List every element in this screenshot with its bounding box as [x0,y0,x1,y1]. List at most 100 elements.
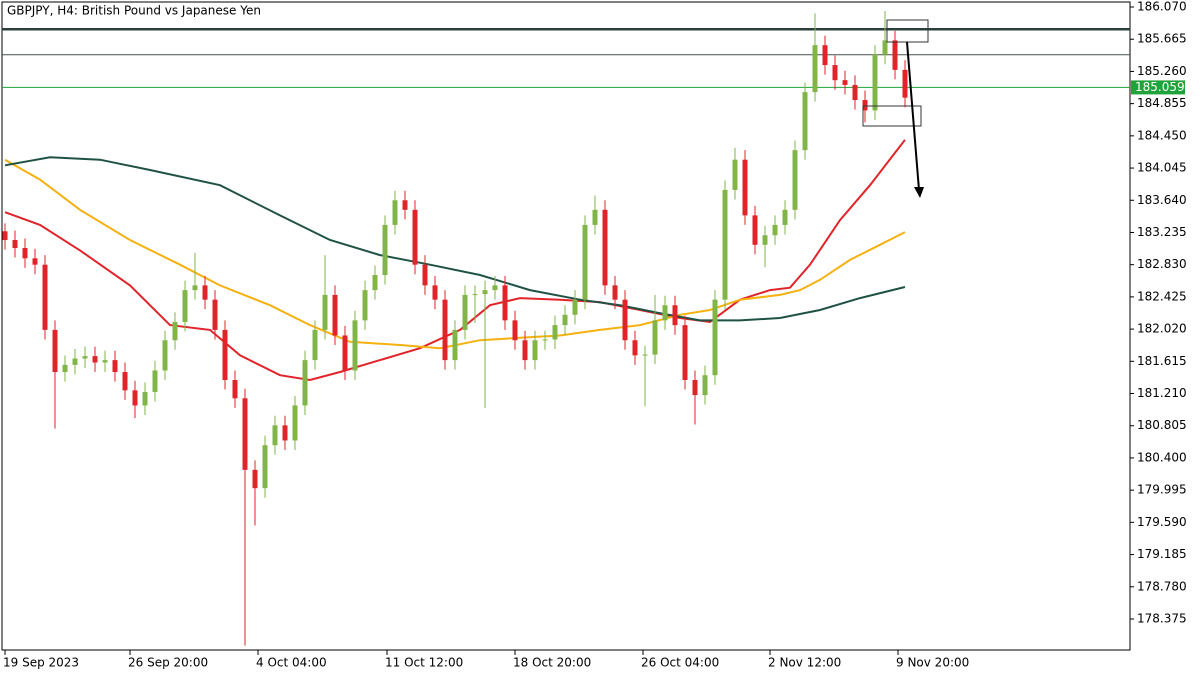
candle-body [632,340,638,356]
chart-title: GBPJPY, H4: British Pound vs Japanese Ye… [7,4,261,18]
candle-body [532,340,538,361]
annotation-box [886,19,929,43]
candle-body [652,320,658,355]
candle-body [422,264,428,286]
candle-body [832,65,838,81]
x-tick-label: 26 Oct 04:00 [641,656,719,670]
candle-body [232,380,238,399]
candle-body [672,305,678,326]
y-tick-label: 182.425 [1137,289,1187,303]
y-tick-label: 180.400 [1137,450,1187,464]
candle-body [452,329,458,361]
y-tick-label: 182.830 [1137,257,1187,271]
x-tick-label: 11 Oct 12:00 [385,656,463,670]
candle-body [462,294,468,330]
y-tick-label: 181.615 [1137,354,1187,368]
candle-body [382,224,388,276]
candle-body [32,258,38,265]
candle-body [312,329,318,361]
candle-body [152,370,158,392]
moving-average [4,139,906,382]
candle-body [712,299,718,376]
candle-body [372,275,378,291]
candle-body [772,224,778,236]
candle-body [582,224,588,300]
candle-body [822,45,828,66]
candle-body [512,320,518,341]
y-tick-label: 183.640 [1137,193,1187,207]
candle-body [472,294,478,296]
candle-body [222,329,228,380]
candle-body [82,356,88,359]
candle-body [2,231,8,241]
x-tick-label: 4 Oct 04:00 [256,656,327,670]
candle-body [202,285,208,300]
candle-body [492,285,498,291]
y-tick-label: 185.260 [1137,64,1187,78]
arrow-head [914,187,924,198]
candle-body [242,398,248,470]
candle-body [122,372,128,391]
candle-body [272,425,278,446]
candle-body [802,92,808,151]
candle-body [362,290,368,321]
candle-body [352,320,358,371]
candle-body [892,40,898,70]
candle-body [682,325,688,380]
candle-body [622,299,628,341]
candle-body [62,364,68,373]
candle-body [162,340,168,371]
candle-body [702,375,708,396]
candle-body [692,380,698,396]
y-tick-label: 179.995 [1137,483,1187,497]
candle-body [182,290,188,322]
candle-body [882,40,888,55]
candle-body [432,285,438,300]
plot-layer: 186.070 185.665 185.260 184.855 184.450 184.0… [2,0,1187,670]
candle-body [572,299,578,315]
candle-body [502,285,508,321]
candle-body [732,159,738,190]
y-tick-label: 180.805 [1137,418,1187,432]
candle-body [762,235,768,245]
candle-body [322,294,328,330]
y-tick-label: 184.045 [1137,161,1187,175]
candle-body [302,360,308,406]
candle-body [902,69,908,98]
annotation-box [862,105,922,127]
y-tick-label: 181.210 [1137,386,1187,400]
candle-body [262,445,268,489]
candle-body [112,360,118,373]
price-label-box [1131,80,1185,95]
y-tick-label: 179.590 [1137,515,1187,529]
y-tick-label: 184.450 [1137,128,1187,142]
y-tick-label: 178.780 [1137,579,1187,593]
candle-body [812,45,818,93]
y-tick-label: 178.375 [1137,611,1187,625]
candle-body [42,264,48,330]
y-tick-label: 179.185 [1137,547,1187,561]
candle-body [212,299,218,330]
candle-body [722,189,728,300]
candle-body [862,100,868,111]
candle-body [542,339,548,341]
candle-body [52,329,58,373]
candle-body [602,209,608,286]
candle-body [482,290,488,295]
candle-body [72,358,78,365]
candle-body [592,209,598,225]
x-tick-label: 18 Oct 20:00 [513,656,591,670]
x-tick-label: 19 Sep 2023 [3,656,79,670]
candle-body [872,54,878,111]
candle-body [852,84,858,101]
candle-body [92,356,98,363]
plot-frame [1,1,1131,651]
candle-body [552,325,558,340]
candle-body [562,314,568,326]
candle-body [662,305,668,321]
y-tick-label: 183.235 [1137,225,1187,239]
candle-body [22,247,28,259]
candle-body [102,360,108,363]
candle-body [782,209,788,225]
